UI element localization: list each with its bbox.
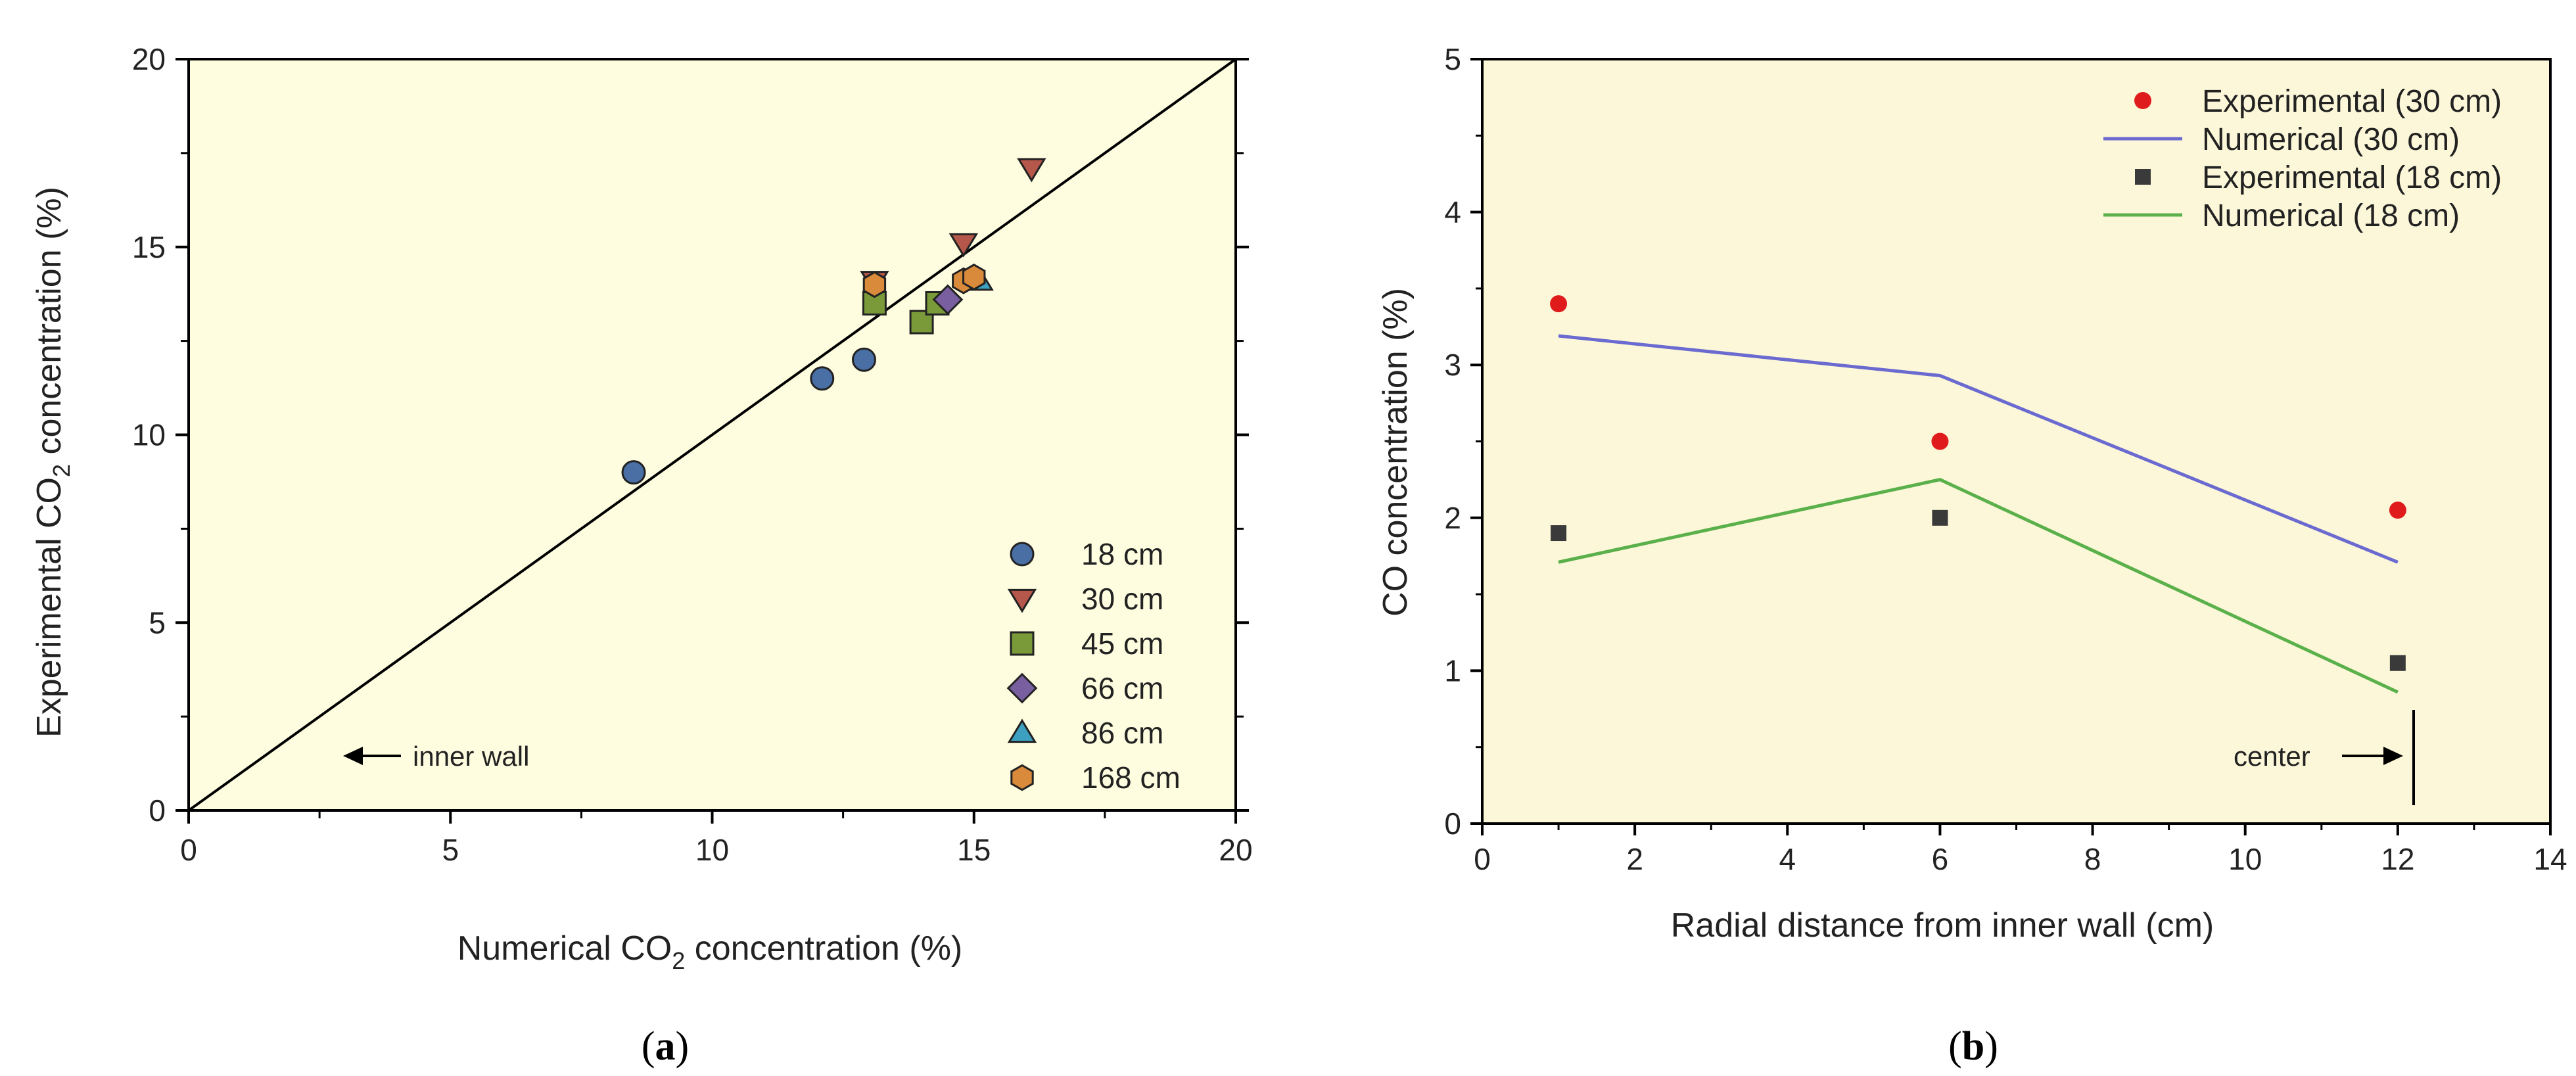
legend-marker <box>1010 764 1034 791</box>
chart-a-reference-line <box>187 58 1237 812</box>
data-point <box>1932 509 1948 526</box>
legend-item: Numerical (30 cm) <box>2103 122 2460 157</box>
legend-item: Numerical (18 cm) <box>2103 199 2460 233</box>
chart-a-legend: 18 cm 30 cm 45 cm 66 cm 86 cm 168 cm <box>1006 537 1181 795</box>
x-tick-label: 0 <box>180 833 197 867</box>
inner-wall-annotation: inner wall <box>343 741 529 772</box>
legend-label: Experimental (30 cm) <box>2202 84 2502 119</box>
legend-marker <box>1007 588 1037 613</box>
legend-item: 30 cm <box>1007 582 1163 616</box>
series-Experimental-18-cm <box>1551 509 2406 671</box>
legend-label: 86 cm <box>1081 716 1163 750</box>
y-tick-label: 5 <box>1444 42 1461 76</box>
chart-a-y-axis-label: Experimental CO2 concentration (%) <box>30 187 75 737</box>
series-Numerical-30-cm <box>1558 334 2399 564</box>
chart-b-legend: Experimental (30 cm)Numerical (30 cm)Exp… <box>2103 84 2502 233</box>
data-point <box>1551 525 1567 542</box>
series-168-cm <box>862 264 986 298</box>
x-tick-label: 20 <box>1219 833 1252 867</box>
legend-label: Numerical (18 cm) <box>2202 199 2460 233</box>
y-tick-label: 20 <box>132 42 166 76</box>
series-Numerical-18-cm <box>1558 478 2399 694</box>
y-tick-label: 0 <box>149 793 166 828</box>
chart-b-panel-label: (b) <box>1948 1024 1998 1069</box>
legend-label: Experimental (18 cm) <box>2202 160 2502 195</box>
series-line <box>1558 478 2399 694</box>
legend-item: 86 cm <box>1007 716 1163 750</box>
data-point <box>948 233 979 258</box>
legend-item: 66 cm <box>1006 671 1163 705</box>
y-tick-label: 4 <box>1444 195 1461 229</box>
y-tick-label: 1 <box>1444 653 1461 688</box>
x-tick-label: 4 <box>1779 842 1796 876</box>
legend-marker <box>2134 92 2151 109</box>
y-tick-label: 0 <box>1444 807 1461 841</box>
x-tick-label: 12 <box>2381 842 2414 876</box>
x-tick-label: 0 <box>1474 842 1491 876</box>
left-arrow-icon <box>343 747 363 765</box>
chart-a-x-axis-label: Numerical CO2 concentration (%) <box>457 929 963 974</box>
legend-item: Experimental (18 cm) <box>2135 160 2502 195</box>
legend-marker <box>1006 672 1038 704</box>
data-point <box>1931 433 1949 450</box>
data-point <box>2389 502 2406 519</box>
y-tick-label: 5 <box>149 605 166 640</box>
y-tick-label: 15 <box>132 230 166 264</box>
data-point <box>1550 295 1568 313</box>
data-point <box>2389 655 2406 671</box>
legend-label: 45 cm <box>1081 626 1163 661</box>
x-tick-label: 2 <box>1626 842 1643 876</box>
y-tick-label: 3 <box>1444 348 1461 382</box>
chart-a-panel-label: (a) <box>642 1024 689 1069</box>
x-tick-label: 10 <box>695 833 729 867</box>
legend-label: 30 cm <box>1081 582 1163 616</box>
right-arrow-icon <box>2383 747 2403 765</box>
x-tick-label: 6 <box>1932 842 1949 876</box>
series-18-cm <box>621 347 876 485</box>
legend-marker <box>1007 718 1037 743</box>
data-point <box>1017 158 1046 183</box>
legend-item: 168 cm <box>1010 760 1181 795</box>
legend-label: 66 cm <box>1081 671 1163 705</box>
legend-label: 18 cm <box>1081 537 1163 571</box>
x-tick-label: 8 <box>2084 842 2101 876</box>
inner-wall-label: inner wall <box>413 741 529 772</box>
legend-marker <box>1010 542 1035 567</box>
series-Experimental-30-cm <box>1550 295 2406 519</box>
chart-a: 0 5 10 15 20 0 5 10 15 20 18 cm 30 cm 45 cm 66 cm 86 … <box>30 42 1253 1069</box>
legend-label: Numerical (30 cm) <box>2202 122 2460 157</box>
data-point <box>810 366 835 391</box>
chart-b-series <box>1550 295 2406 694</box>
x-tick-label: 15 <box>957 833 991 867</box>
chart-a-axes: 0 5 10 15 20 0 5 10 15 20 <box>132 42 1253 867</box>
legend-item: 45 cm <box>1010 626 1163 661</box>
legend-marker <box>1010 631 1035 656</box>
center-label: center <box>2234 741 2310 772</box>
x-tick-label: 5 <box>442 833 459 867</box>
data-point <box>962 264 986 291</box>
legend-label: 168 cm <box>1081 760 1181 795</box>
data-point <box>862 271 887 298</box>
chart-a-series <box>621 158 1046 485</box>
center-annotation: center <box>2234 710 2415 805</box>
legend-item: Experimental (30 cm) <box>2134 84 2502 119</box>
x-tick-label: 14 <box>2533 842 2567 876</box>
data-point <box>621 460 646 485</box>
y-tick-label: 10 <box>132 418 166 452</box>
legend-marker <box>2135 169 2151 185</box>
x-tick-label: 10 <box>2228 842 2262 876</box>
data-point <box>932 284 964 316</box>
legend-item: 18 cm <box>1010 537 1163 571</box>
series-66-cm <box>932 284 964 316</box>
data-point <box>851 347 876 372</box>
series-line <box>1558 334 2399 564</box>
chart-b-y-axis-label: CO concentration (%) <box>1376 288 1415 617</box>
chart-b-x-axis-label: Radial distance from inner wall (cm) <box>1671 906 2214 945</box>
y-tick-label: 2 <box>1444 501 1461 535</box>
